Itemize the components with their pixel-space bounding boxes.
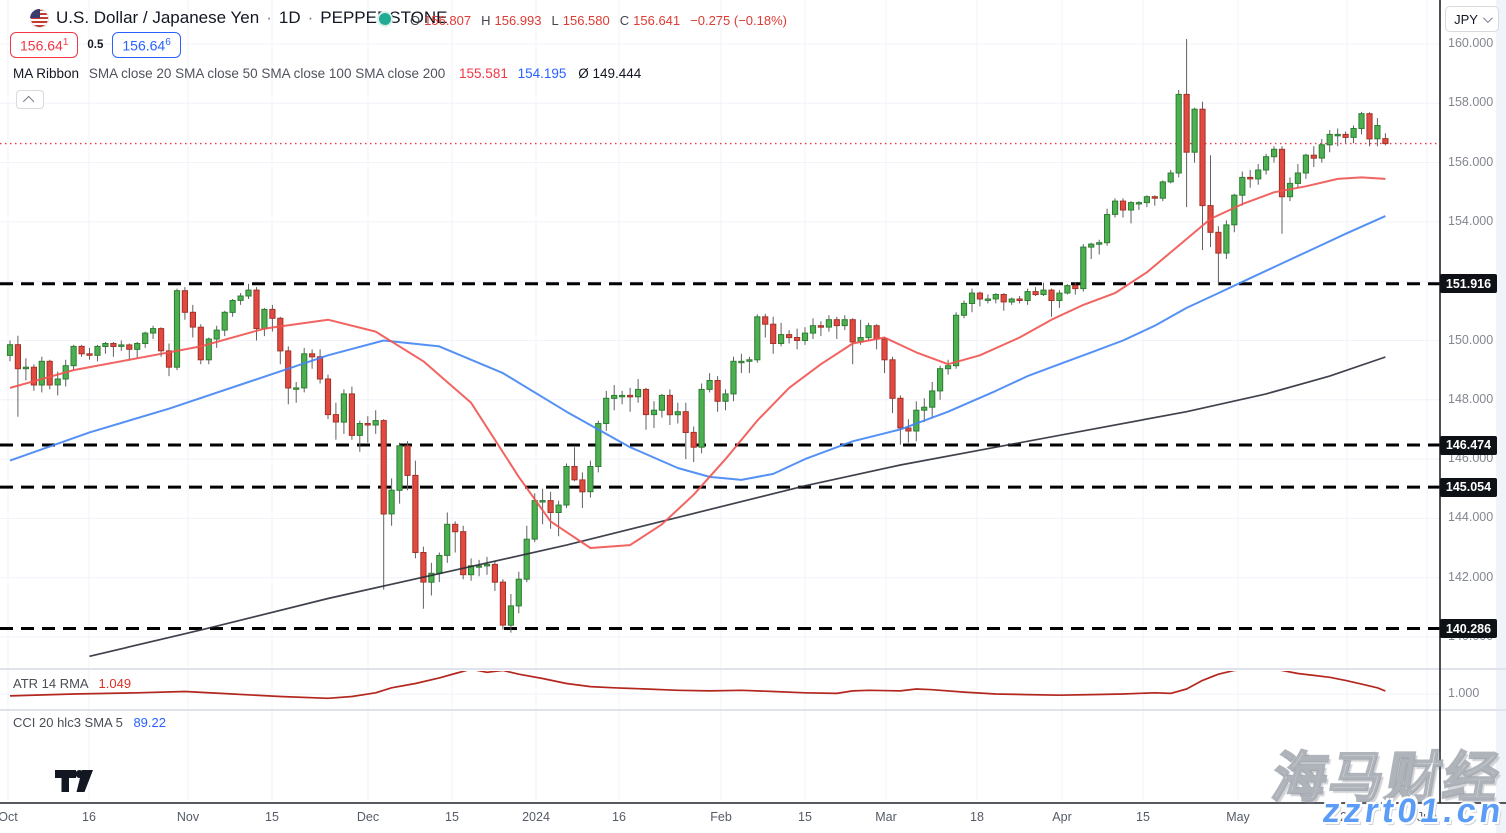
tradingview-logo[interactable] (55, 769, 99, 793)
high-value: 156.993 (494, 13, 542, 28)
ma-ribbon-legend[interactable]: MA Ribbon SMA close 20 SMA close 50 SMA … (13, 66, 641, 81)
time-axis-label: 18 (970, 810, 984, 824)
time-axis-label: 15 (445, 810, 459, 824)
sma200-line (89, 356, 1386, 658)
time-axis-label: 15 (265, 810, 279, 824)
ohlc-values: O 156.807 H 156.993 L 156.580 C 156.641 −0.2… (410, 13, 787, 28)
atr-label: ATR 14 RMA (13, 676, 88, 691)
price-level-badge: 151.916 (1440, 274, 1497, 294)
grid-lines (0, 0, 1440, 800)
quote-row: 156.641 0.5 156.646 (10, 32, 181, 58)
time-axis[interactable]: Oct 16 Nov 15 Dec 15 2024 16 Feb 15 Mar 18 Apr 15 May 2… (0, 803, 1506, 833)
price-axis-label: 154.000 (1448, 213, 1494, 228)
close-value: 156.641 (633, 13, 681, 28)
price-axis-label: 144.000 (1448, 510, 1494, 525)
open-value: 156.807 (424, 13, 472, 28)
chevron-down-icon (1482, 12, 1493, 23)
price-axis-label: 146.000 (1448, 451, 1494, 466)
sell-button[interactable]: 156.641 (10, 32, 79, 58)
ma-ribbon-title: MA Ribbon (13, 66, 80, 81)
price-axis-label: 150.000 (1448, 332, 1494, 347)
us-flag-icon (30, 8, 49, 28)
time-axis-label: 15 (1136, 810, 1150, 824)
price-level-badge: 145.054 (1440, 477, 1497, 497)
price-axis-label: 156.000 (1448, 154, 1494, 169)
atr-axis-label: 1.000 (1448, 686, 1480, 700)
atr-line (9, 671, 1386, 700)
price-level-badge: 140.286 (1440, 619, 1497, 639)
time-axis-label: 16 (82, 810, 96, 824)
high-label: H (481, 13, 491, 28)
axis-borders (0, 0, 1506, 804)
currency-unit-dropdown[interactable]: JPY (1445, 6, 1499, 32)
open-label: O (410, 13, 421, 28)
collapse-indicators-button[interactable] (16, 90, 44, 109)
low-label: L (551, 13, 559, 28)
price-level-badge: 146.474 (1440, 435, 1497, 455)
watermark-site: zzrt01.cn (1319, 792, 1506, 830)
bid-sup-digit: 1 (62, 37, 69, 48)
atr-legend[interactable]: ATR 14 RMA 1.049 (13, 676, 131, 691)
price-axis[interactable]: 160.000 158.000 156.000 154.000 150.000 148.0… (1440, 0, 1506, 803)
timeframe-label[interactable]: 1D (278, 8, 301, 27)
sma-average-value: Ø 149.444 (578, 66, 642, 81)
symbol-title[interactable]: U.S. Dollar / Japanese Yen (56, 8, 260, 27)
separator-dot: · (266, 8, 272, 27)
buy-button[interactable]: 156.646 (112, 32, 181, 58)
time-axis-label: 2024 (522, 810, 550, 824)
close-label: C (619, 13, 630, 28)
time-axis-label: 15 (798, 810, 812, 824)
time-axis-label: May (1226, 810, 1250, 824)
sma20-line (9, 176, 1386, 549)
candlesticks (6, 39, 1389, 633)
spread-value: 0.5 (87, 38, 104, 51)
ask-sup-digit: 6 (165, 37, 171, 48)
separator-dot: · (307, 8, 314, 27)
time-axis-label: 16 (612, 810, 626, 824)
cci-value: 89.22 (133, 715, 166, 730)
time-axis-label: 20 (1340, 810, 1354, 824)
time-axis-label: Mar (875, 810, 897, 824)
sma50-line (9, 215, 1386, 481)
time-axis-label: Dec (356, 810, 380, 824)
chevron-up-icon (22, 95, 35, 107)
currency-unit-label: JPY (1454, 11, 1478, 27)
price-axis-label: 148.000 (1448, 391, 1494, 406)
market-status-dot-icon[interactable] (379, 13, 391, 25)
time-axis-label: Oct (0, 810, 18, 824)
change-value: −0.275 (−0.18%) (690, 13, 787, 28)
time-axis-label: Apr (1052, 810, 1072, 824)
low-value: 156.580 (562, 13, 610, 28)
price-axis-label: 160.000 (1448, 36, 1494, 50)
ma-ribbon-params: SMA close 20 SMA close 50 SMA close 100 … (88, 66, 446, 81)
time-axis-label: Jun (1416, 810, 1438, 824)
atr-value: 1.049 (98, 676, 132, 691)
right-gutter (1496, 0, 1506, 833)
pane-separators[interactable] (0, 668, 1506, 711)
price-axis-label: 142.000 (1448, 569, 1494, 584)
cci-label: CCI 20 hlc3 SMA 5 (13, 715, 123, 730)
horizontal-level-lines[interactable] (0, 282, 1440, 630)
time-axis-label: Nov (176, 810, 200, 824)
sma50-value: 154.195 (517, 66, 567, 81)
cci-legend[interactable]: CCI 20 hlc3 SMA 5 89.22 (13, 715, 166, 730)
time-axis-label: Feb (710, 810, 732, 824)
sma20-value: 155.581 (459, 66, 508, 81)
price-axis-label: 158.000 (1448, 95, 1494, 110)
